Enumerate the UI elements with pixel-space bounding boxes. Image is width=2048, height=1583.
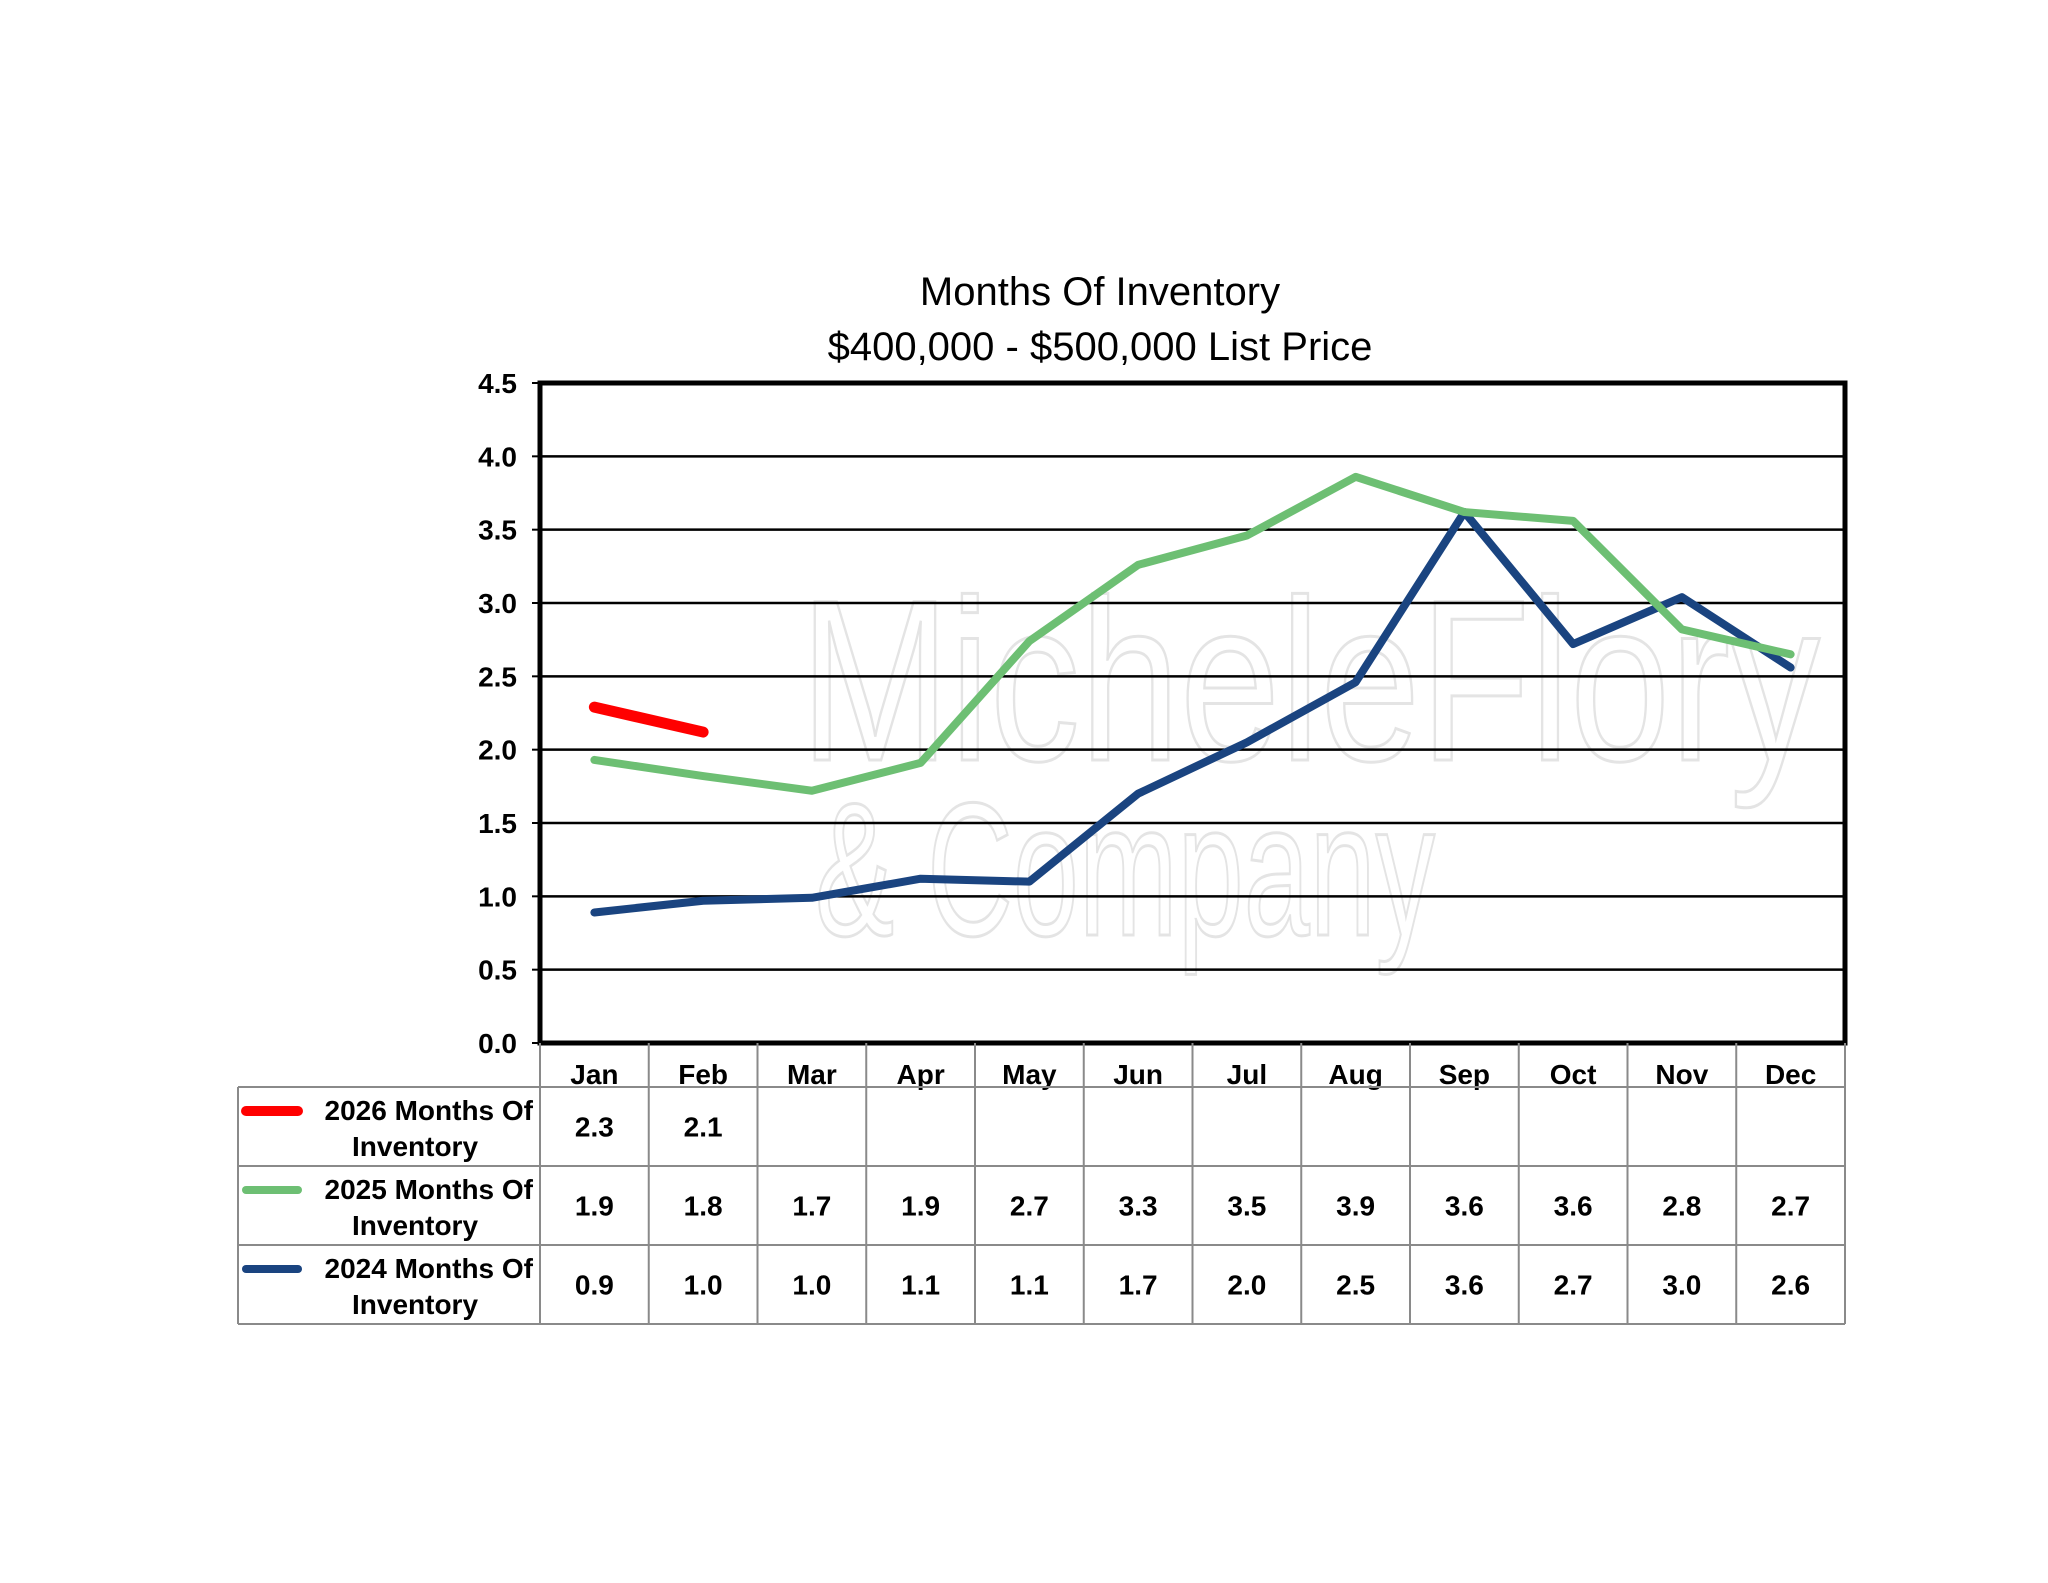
x-tick-label: Apr — [897, 1059, 945, 1090]
data-label: 1.9 — [575, 1191, 614, 1222]
data-point — [1572, 643, 1574, 645]
data-label: 3.9 — [1336, 1191, 1375, 1222]
data-point — [1137, 793, 1139, 795]
data-label: 3.0 — [1662, 1270, 1701, 1301]
legend-label: Inventory — [352, 1210, 478, 1241]
data-label: 3.3 — [1119, 1191, 1158, 1222]
data-label: 1.0 — [684, 1270, 723, 1301]
series-line-2 — [590, 508, 1795, 917]
x-tick-label: Sep — [1439, 1059, 1490, 1090]
data-label: 1.7 — [792, 1191, 831, 1222]
data-point — [1028, 640, 1030, 642]
y-tick-label: 3.0 — [478, 588, 517, 619]
data-label: 1.7 — [1119, 1270, 1158, 1301]
y-tick-label: 1.0 — [478, 881, 517, 912]
data-label: 2.7 — [1771, 1191, 1810, 1222]
legend-label: Inventory — [352, 1131, 478, 1162]
watermark-logo-line2: & Company — [815, 764, 1435, 976]
chart-title: Months Of Inventory — [920, 270, 1280, 314]
data-point — [593, 706, 595, 708]
y-tick-label: 2.0 — [478, 735, 517, 766]
data-point — [1572, 520, 1574, 522]
data-label: 2.0 — [1227, 1270, 1266, 1301]
data-label: 2.7 — [1554, 1270, 1593, 1301]
data-label: 3.6 — [1445, 1270, 1484, 1301]
data-point — [593, 911, 595, 913]
x-tick-label: May — [1002, 1059, 1057, 1090]
table-row: 2026 Months Of Inventory 2.3 2.1 — [241, 1095, 723, 1162]
table-row: 2024 Months Of Inventory 0.9 1.0 1.0 1.1 1.1 1.… — [242, 1253, 1810, 1320]
data-point — [1790, 653, 1792, 655]
data-point — [1681, 596, 1683, 598]
data-point — [702, 775, 704, 777]
data-point — [1355, 681, 1357, 683]
x-tick-label: Oct — [1550, 1059, 1597, 1090]
series-line-0 — [588, 701, 709, 738]
y-tick-label: 0.0 — [478, 1028, 517, 1059]
y-tick-label: 3.5 — [478, 515, 517, 546]
table-row: 2025 Months Of Inventory 1.9 1.8 1.7 1.9 2.7 3.… — [242, 1174, 1810, 1241]
series-lines — [588, 472, 1795, 917]
data-point — [702, 900, 704, 902]
x-tick-label: Dec — [1765, 1059, 1816, 1090]
y-tick-label: 1.5 — [478, 808, 517, 839]
x-tick-label: Jul — [1227, 1059, 1267, 1090]
data-point — [702, 731, 704, 733]
data-point — [920, 762, 922, 764]
data-label: 1.1 — [1010, 1270, 1049, 1301]
data-point — [920, 878, 922, 880]
data-label: 2.8 — [1662, 1191, 1701, 1222]
legend-label: 2026 Months Of — [325, 1095, 534, 1126]
gridlines — [540, 455, 1845, 971]
x-tick-label: Mar — [787, 1059, 837, 1090]
data-point — [1028, 881, 1030, 883]
data-label: 0.9 — [575, 1270, 614, 1301]
y-axis-ticks: 0.0 0.5 1.0 1.5 2.0 2.5 3.0 3.5 4.0 4.5 — [478, 368, 540, 1059]
y-tick-label: 4.5 — [478, 368, 517, 399]
data-label: 2.6 — [1771, 1270, 1810, 1301]
x-tick-label: Aug — [1328, 1059, 1382, 1090]
series-line-1 — [590, 472, 1795, 795]
data-label: 3.6 — [1445, 1191, 1484, 1222]
y-tick-label: 0.5 — [478, 955, 517, 986]
legend-label: 2024 Months Of — [325, 1253, 534, 1284]
data-point — [1246, 741, 1248, 743]
data-label: 2.3 — [575, 1112, 614, 1143]
data-label: 2.1 — [684, 1112, 723, 1143]
x-tick-label: Jun — [1113, 1059, 1163, 1090]
data-point — [1681, 628, 1683, 630]
data-label: 2.5 — [1336, 1270, 1375, 1301]
data-point — [811, 897, 813, 899]
x-tick-label: Jan — [570, 1059, 618, 1090]
y-tick-label: 4.0 — [478, 441, 517, 472]
data-label: 1.1 — [901, 1270, 940, 1301]
chart-subtitle: $400,000 - $500,000 List Price — [828, 325, 1373, 369]
data-label: 1.9 — [901, 1191, 940, 1222]
data-point — [1355, 476, 1357, 478]
x-tick-label: Nov — [1655, 1059, 1708, 1090]
data-point — [1246, 535, 1248, 537]
legend-label: 2025 Months Of — [325, 1174, 534, 1205]
data-point — [1463, 511, 1465, 513]
data-label: 1.0 — [792, 1270, 831, 1301]
data-point — [1137, 564, 1139, 566]
data-label: 1.8 — [684, 1191, 723, 1222]
data-label: 3.5 — [1227, 1191, 1266, 1222]
data-point — [811, 790, 813, 792]
legend-label: Inventory — [352, 1289, 478, 1320]
data-point — [1790, 667, 1792, 669]
data-label: 3.6 — [1554, 1191, 1593, 1222]
data-point — [593, 759, 595, 761]
data-label: 2.7 — [1010, 1191, 1049, 1222]
y-tick-label: 2.5 — [478, 661, 517, 692]
x-tick-label: Feb — [678, 1059, 728, 1090]
data-table: Jan Feb Mar Apr May Jun Jul Aug Sep Oct Nov Dec 2026… — [237, 1043, 1846, 1325]
